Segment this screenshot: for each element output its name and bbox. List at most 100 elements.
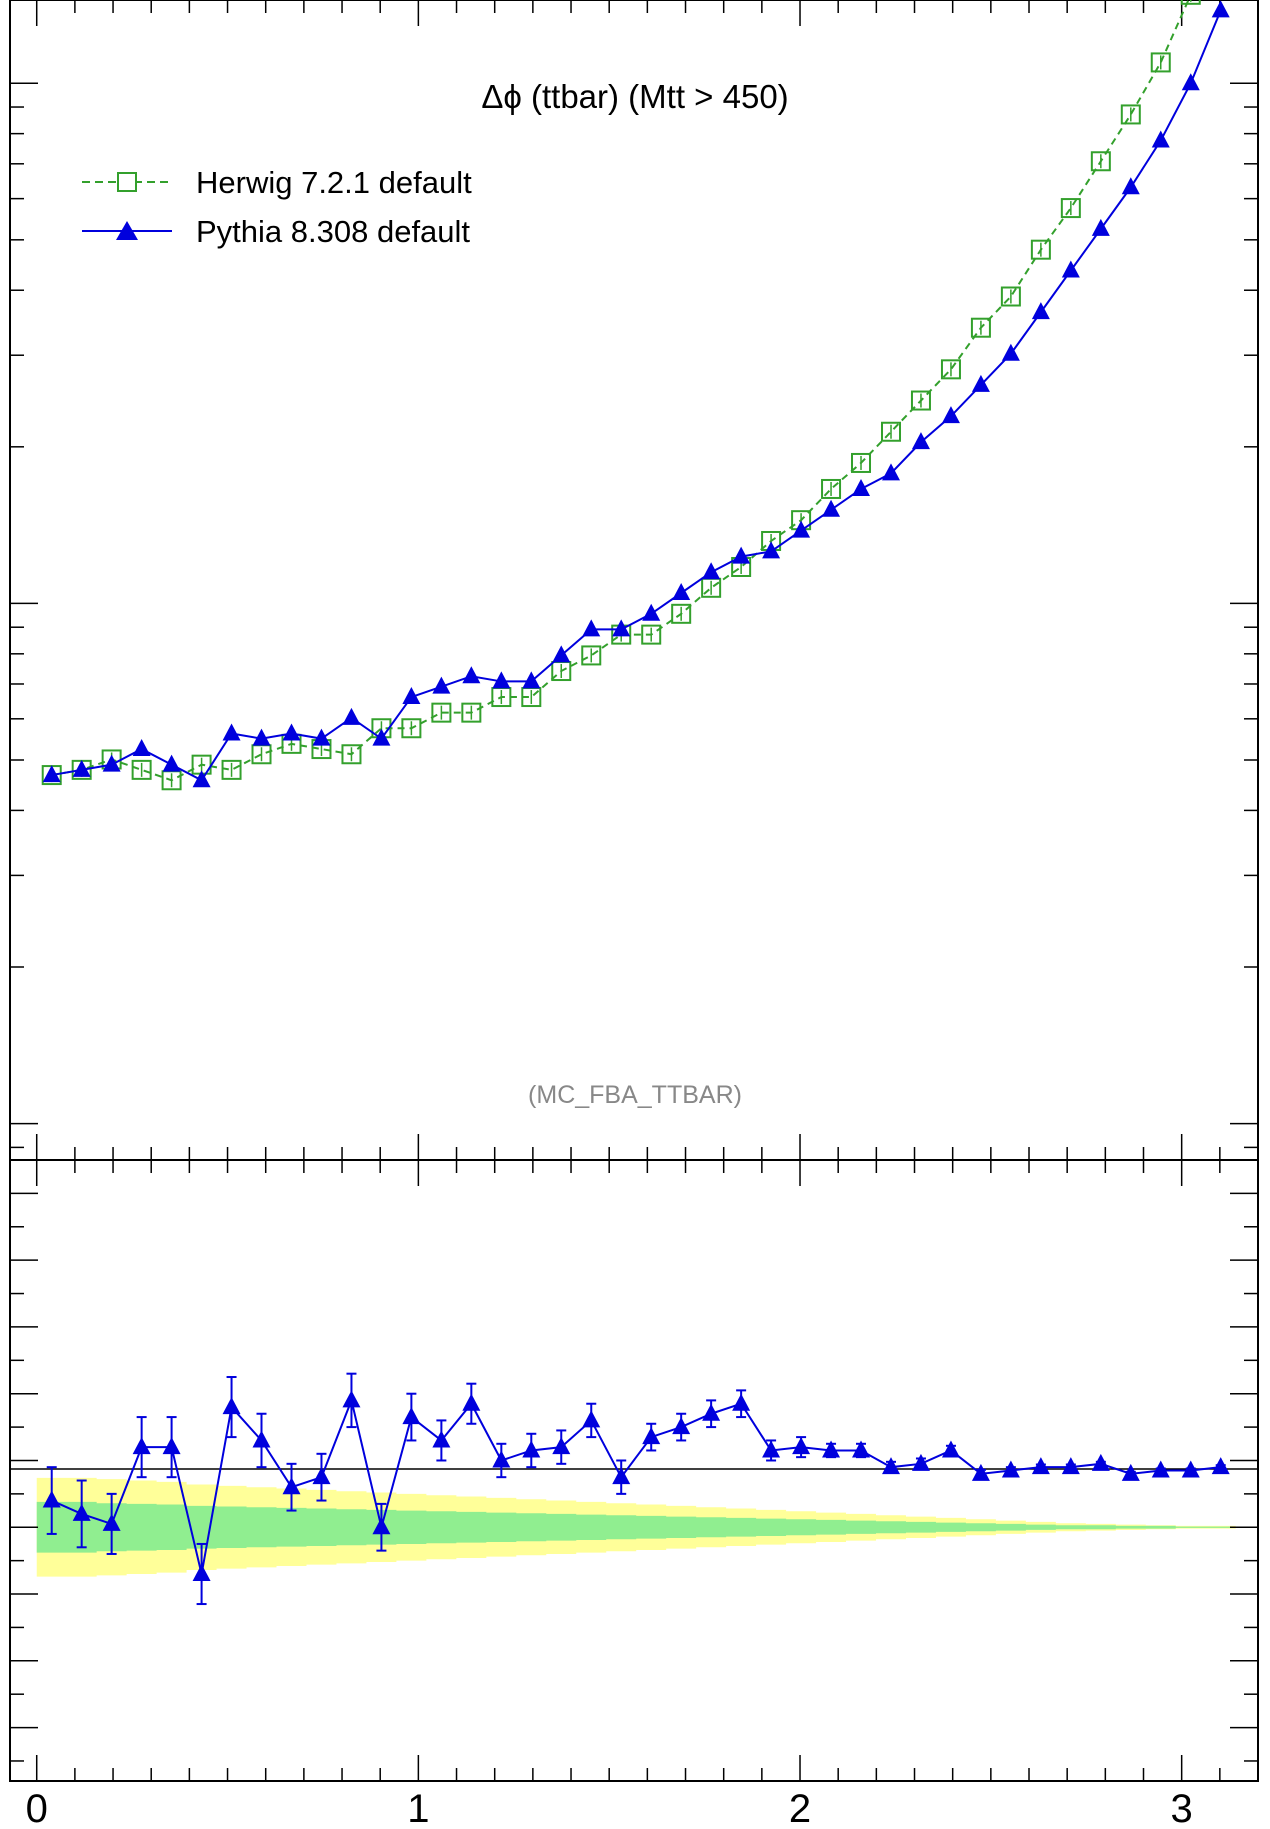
- pythia-point: [941, 406, 960, 424]
- pythia-ratio-point: [552, 1437, 571, 1455]
- pythia-point: [612, 619, 631, 637]
- main-series: [41, 0, 1230, 791]
- ratio-series: [42, 1372, 1230, 1606]
- pythia-point: [132, 739, 151, 757]
- pythia-ratio-point: [372, 1517, 391, 1535]
- pythia-ratio-point: [852, 1440, 871, 1458]
- legend-herwig-marker: [117, 172, 137, 192]
- pythia-point: [432, 676, 451, 694]
- pythia-ratio-point: [192, 1564, 211, 1581]
- pythia-point: [372, 728, 391, 746]
- pythia-ratio-point: [1061, 1457, 1080, 1475]
- herwig-point: [461, 702, 482, 723]
- herwig-point: [1030, 239, 1051, 260]
- pythia-ratio-point: [72, 1503, 91, 1521]
- ratio-ticks: [10, 1160, 1259, 1781]
- pythia-ratio-point: [911, 1453, 930, 1471]
- x-tick-label: 1: [407, 1787, 429, 1829]
- analysis-label: (MC_FBA_TTBAR): [528, 1081, 742, 1109]
- pythia-ratio-point: [402, 1407, 421, 1425]
- pythia-ratio-point: [1151, 1460, 1170, 1478]
- pythia-ratio-point: [672, 1417, 691, 1435]
- pythia-point: [462, 666, 481, 684]
- legend-pythia-label: Pythia 8.308 default: [196, 214, 470, 249]
- pythia-ratio-point: [1121, 1463, 1140, 1481]
- main-panel: Δϕ (ttbar) (Mtt > 450) (MC_FBA_TTBAR) He…: [9, 0, 1259, 1161]
- pythia-ratio-point: [792, 1437, 811, 1455]
- pythia-point: [642, 603, 661, 621]
- herwig-point: [910, 390, 931, 411]
- legend: Herwig 7.2.1 default Pythia 8.308 defaul…: [82, 165, 472, 249]
- pythia-point: [911, 432, 930, 450]
- legend-pythia-marker: [116, 221, 138, 240]
- pythia-point: [672, 583, 691, 601]
- ratio-frame: [9, 1159, 1259, 1782]
- pythia-ratio-point: [432, 1430, 451, 1448]
- herwig-point: [1120, 104, 1141, 125]
- pythia-point: [342, 707, 361, 725]
- pythia-point: [402, 687, 421, 705]
- pythia-point: [72, 759, 91, 777]
- legend-herwig-label: Herwig 7.2.1 default: [196, 165, 472, 200]
- herwig-point: [1180, 0, 1201, 5]
- ratio-band: [36, 1477, 1236, 1577]
- pythia-ratio-point: [642, 1427, 661, 1445]
- herwig-point: [970, 317, 991, 338]
- pythia-ratio-point: [102, 1513, 121, 1531]
- pythia-point: [522, 671, 541, 689]
- herwig-point: [881, 421, 902, 442]
- pythia-point: [492, 671, 511, 689]
- herwig-point: [1150, 52, 1171, 73]
- pythia-point: [822, 499, 841, 517]
- herwig-point: [641, 624, 662, 645]
- pythia-ratio-point: [1091, 1453, 1110, 1471]
- pythia-ratio-point: [1031, 1457, 1050, 1475]
- pythia-point: [1211, 0, 1230, 18]
- uncertainty-band-inner: [36, 1501, 1236, 1553]
- pythia-ratio-point: [1001, 1460, 1020, 1478]
- pythia-point: [882, 463, 901, 481]
- pythia-ratio-point: [1181, 1460, 1200, 1478]
- herwig-point: [401, 718, 422, 739]
- herwig-line: [51, 0, 1190, 782]
- pythia-ratio-point: [822, 1440, 841, 1458]
- herwig-point: [431, 702, 452, 723]
- legend-entry-herwig: Herwig 7.2.1 default: [82, 165, 472, 200]
- pythia-ratio-point: [312, 1467, 331, 1485]
- pythia-ratio-point: [702, 1403, 721, 1421]
- pythia-point: [1091, 218, 1110, 236]
- pythia-point: [42, 765, 61, 783]
- pythia-ratio-point: [222, 1397, 241, 1415]
- pythia-point: [1121, 177, 1140, 195]
- pythia-point: [252, 728, 271, 746]
- pythia-point: [282, 723, 301, 741]
- pythia-ratio-point: [762, 1440, 781, 1458]
- pythia-ratio-point: [612, 1467, 631, 1485]
- pythia-point: [1061, 260, 1080, 278]
- herwig-point: [1060, 198, 1081, 219]
- pythia-ratio-point: [42, 1490, 61, 1508]
- herwig-point: [671, 603, 692, 624]
- pythia-point: [102, 754, 121, 772]
- pythia-point: [222, 723, 241, 741]
- pythia-point: [312, 728, 331, 746]
- pythia-ratio-point: [492, 1450, 511, 1468]
- pythia-ratio-point: [732, 1393, 751, 1411]
- herwig-point: [851, 452, 872, 473]
- pythia-point: [702, 562, 721, 580]
- pythia-point: [582, 619, 601, 637]
- pythia-ratio-point: [522, 1440, 541, 1458]
- ratio-panel: 0 1 2 3: [9, 1159, 1259, 1829]
- pythia-line: [51, 10, 1222, 782]
- herwig-point: [131, 759, 152, 780]
- herwig-point: [1000, 286, 1021, 307]
- pythia-ratio-point: [941, 1440, 960, 1458]
- pythia-ratio-point: [971, 1463, 990, 1481]
- pythia-ratio-point: [882, 1457, 901, 1475]
- pythia-point: [1031, 302, 1050, 320]
- pythia-ratio-point: [462, 1393, 481, 1411]
- herwig-point: [221, 759, 242, 780]
- pythia-point: [792, 520, 811, 538]
- pythia-ratio-point: [162, 1437, 181, 1455]
